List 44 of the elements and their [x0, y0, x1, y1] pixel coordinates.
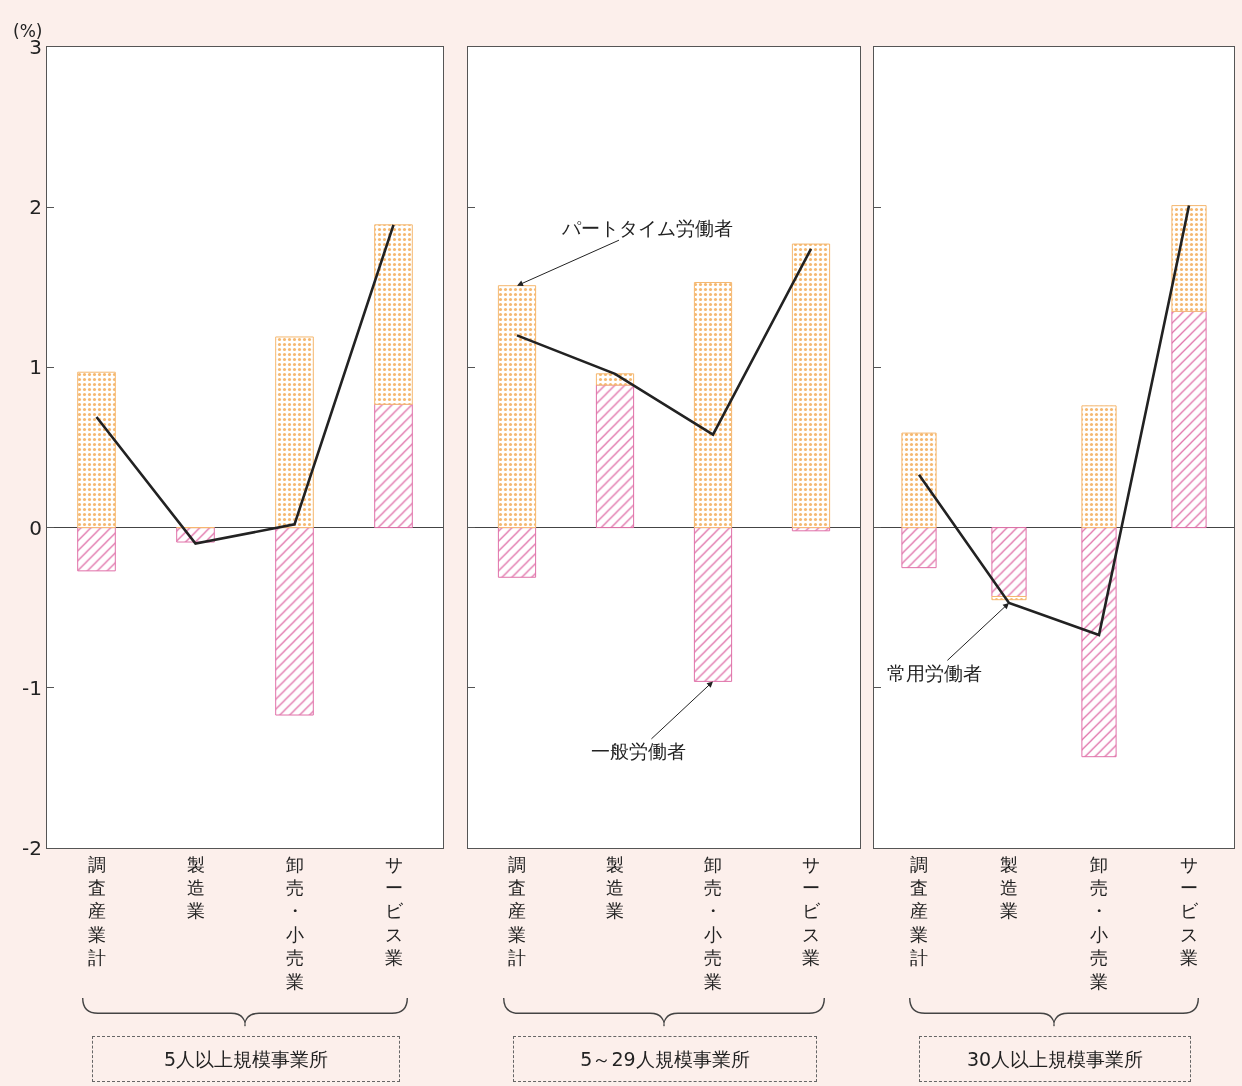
bar: [595, 384, 635, 529]
x-tick-label: サービス業: [802, 853, 821, 969]
bar: [275, 336, 314, 529]
bar: [1171, 310, 1207, 529]
x-tick-label: 卸売・小売業: [1090, 853, 1108, 992]
annotation: パートタイム労働者: [561, 217, 733, 239]
bar: [77, 371, 116, 529]
line-series: [95, 223, 395, 545]
y-tick-label: 2: [29, 195, 42, 220]
bar: [497, 285, 537, 529]
bar: [1081, 405, 1117, 529]
bar: [901, 432, 937, 529]
bar: [991, 527, 1027, 597]
bar: [374, 403, 413, 529]
y-tick-label: -1: [22, 675, 42, 700]
x-tick-label: サービス業: [384, 853, 404, 969]
x-tick-label: 製造業: [186, 853, 205, 922]
bar: [693, 281, 733, 529]
y-tick-label: 1: [29, 355, 42, 380]
x-axis-title: 30人以上規模事業所: [919, 1036, 1191, 1082]
y-tick-label: 0: [29, 515, 42, 540]
bar: [1081, 527, 1117, 758]
x-tick-label: サービス業: [1180, 853, 1199, 969]
bar: [275, 527, 314, 716]
bar: [374, 224, 413, 405]
x-tick-label: 調査産業計: [910, 853, 928, 969]
x-tick-label: 卸売・小売業: [704, 853, 722, 992]
x-tick-label: 製造業: [1000, 853, 1018, 922]
bar: [693, 527, 733, 682]
bar: [991, 595, 1027, 601]
bar: [497, 527, 537, 578]
bar: [1171, 205, 1207, 312]
y-tick-label: -2: [22, 836, 42, 860]
x-tick-label: 調査産業計: [508, 853, 526, 969]
x-axis-title: 5～29人規模事業所: [513, 1036, 817, 1082]
x-tick-label: 卸売・小売業: [285, 853, 304, 992]
bar: [791, 243, 831, 529]
x-tick-label: 調査産業計: [87, 853, 106, 969]
bar: [901, 527, 937, 569]
annotation: 一般労働者: [591, 740, 686, 762]
x-axis-title: 5人以上規模事業所: [92, 1036, 400, 1082]
bar: [77, 527, 116, 572]
x-tick-label: 製造業: [606, 853, 624, 922]
annotation: 常用労働者: [887, 662, 982, 684]
